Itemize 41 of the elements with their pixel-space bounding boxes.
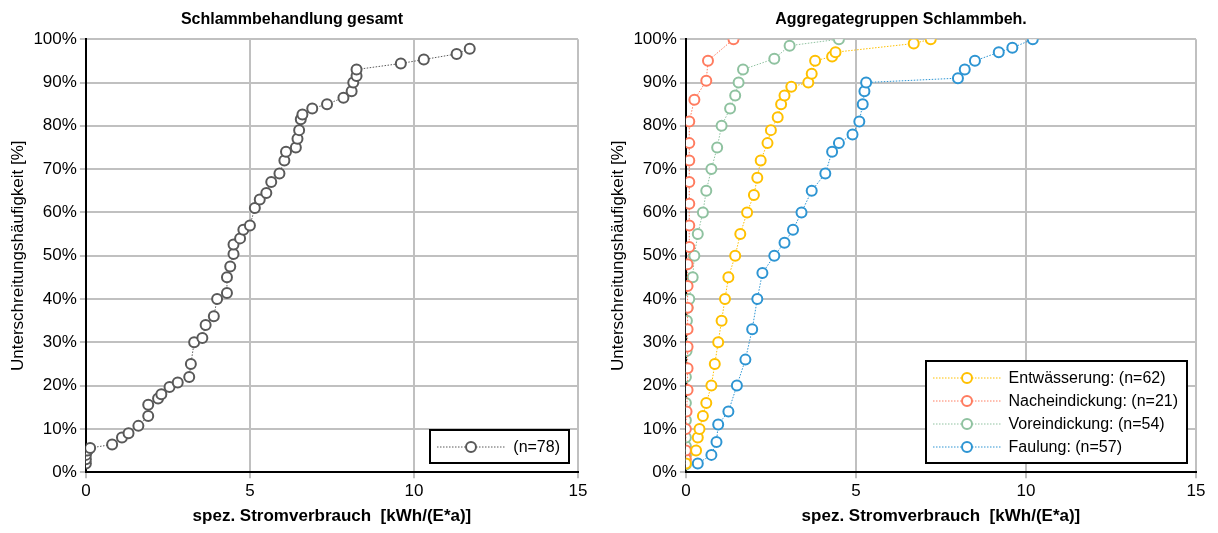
x-tick-label: 15	[568, 481, 588, 501]
y-tick-label: 70%	[642, 158, 677, 178]
y-tick-label: 90%	[42, 72, 77, 92]
y-tick-label: 0%	[52, 461, 77, 481]
legend-label: Voreindickung: (n=54)	[1008, 414, 1165, 435]
y-tick-label: 70%	[42, 158, 77, 178]
y-tick-label: 50%	[42, 245, 77, 265]
legend-label: Nacheindickung: (n=21)	[1008, 391, 1178, 412]
y-tick-label: 50%	[642, 245, 677, 265]
x-axis-title: spez. Stromverbrauch [kWh/(E*a)]	[801, 506, 1081, 526]
legend-label: (n=78)	[513, 437, 560, 458]
y-tick-label: 20%	[42, 375, 77, 395]
x-tick-label: 15	[1186, 481, 1206, 501]
y-tick-label: 90%	[642, 72, 677, 92]
y-tick-label: 80%	[42, 115, 77, 135]
y-tick-label: 60%	[642, 202, 677, 222]
legend-label: Entwässerung: (n=62)	[1008, 368, 1166, 389]
x-tick-label: 5	[245, 481, 255, 501]
y-tick-label: 100%	[33, 28, 77, 48]
y-tick-label: 30%	[42, 331, 77, 351]
y-tick-label: 20%	[642, 375, 677, 395]
y-tick-label: 10%	[642, 418, 677, 438]
y-tick-label: 0%	[652, 461, 677, 481]
chart-title: Aggregategruppen Schlammbeh.	[775, 10, 1027, 28]
y-tick-label: 30%	[642, 331, 677, 351]
y-tick-label: 40%	[42, 288, 77, 308]
y-tick-label: 40%	[642, 288, 677, 308]
chart-title: Schlammbehandlung gesamt	[180, 10, 404, 28]
legend-label: Faulung: (n=57)	[1008, 437, 1122, 458]
y-tick-label: 60%	[42, 202, 77, 222]
y-tick-label: 10%	[42, 418, 77, 438]
x-tick-label: 0	[681, 481, 691, 501]
x-tick-label: 10	[404, 481, 424, 501]
y-tick-label: 80%	[642, 115, 677, 135]
y-axis-title: Unterschreitungshäufigkeit [%]	[7, 140, 27, 371]
x-tick-label: 0	[81, 481, 91, 501]
x-axis-title: spez. Stromverbrauch [kWh/(E*a)]	[192, 506, 472, 526]
x-tick-label: 5	[851, 481, 861, 501]
y-tick-label: 100%	[633, 28, 677, 48]
x-tick-label: 10	[1016, 481, 1036, 501]
y-axis-title: Unterschreitungshäufigkeit [%]	[607, 140, 627, 371]
